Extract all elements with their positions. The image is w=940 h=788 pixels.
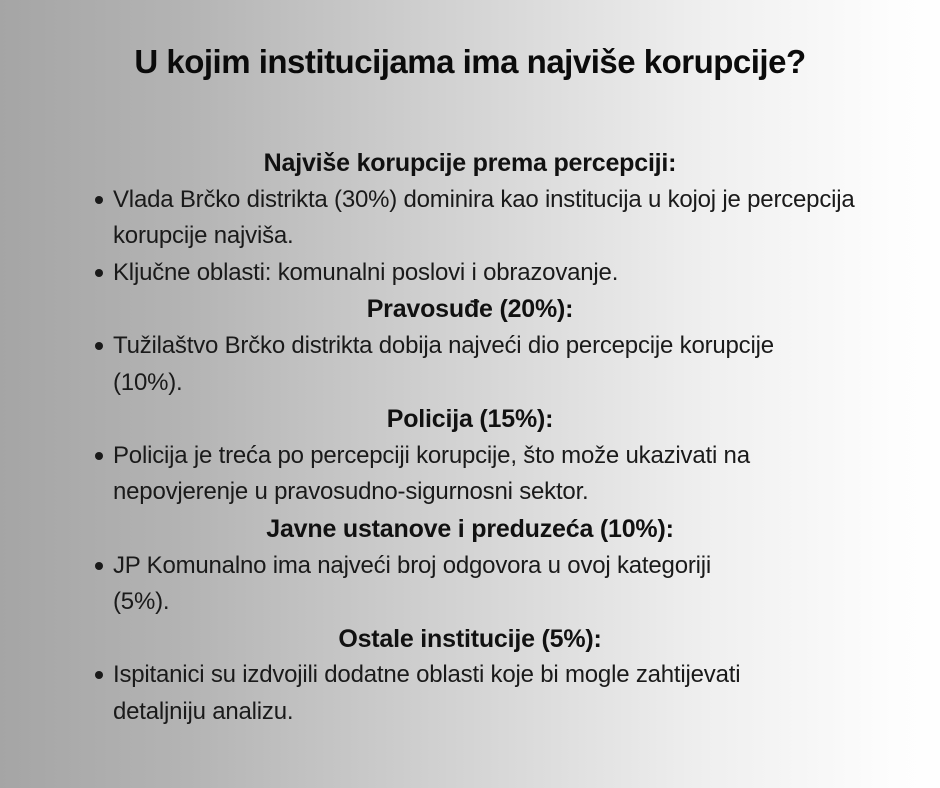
section-heading: Najviše korupcije prema percepciji: bbox=[263, 149, 677, 177]
bullet-marker bbox=[95, 341, 103, 350]
bullet-item: Ispitanici su izdvojili dodatne oblasti … bbox=[95, 657, 770, 730]
bullet-item: JP Komunalno ima najveći broj odgovora u… bbox=[95, 548, 763, 621]
bullet-list: Policija je treća po percepciji korupcij… bbox=[0, 438, 940, 511]
section-heading: Policija (15%): bbox=[386, 405, 554, 434]
bullet-item: Ključne oblasti: komunalni poslovi i obr… bbox=[95, 255, 890, 292]
page-title: U kojim institucijama ima najviše korupc… bbox=[134, 43, 806, 80]
bullet-marker bbox=[95, 268, 103, 277]
content: Najviše korupcije prema percepciji: Vlad… bbox=[0, 145, 940, 731]
bullet-list: Vlada Brčko distrikta (30%) dominira kao… bbox=[0, 182, 940, 292]
bullet-text: Policija je treća po percepciji korupcij… bbox=[113, 441, 750, 506]
section-pravosudje: Pravosuđe (20%): Tužilaštvo Brčko distri… bbox=[0, 291, 940, 401]
section-javne-ustanove: Javne ustanove i preduzeća (10%): JP Kom… bbox=[0, 511, 940, 621]
bullet-text: Tužilaštvo Brčko distrikta dobija najveć… bbox=[113, 331, 774, 396]
bullet-text: Vlada Brčko distrikta (30%) dominira kao… bbox=[113, 185, 855, 250]
bullet-list: Ispitanici su izdvojili dodatne oblasti … bbox=[0, 657, 940, 730]
bullet-marker bbox=[95, 561, 103, 570]
section-ostale: Ostale institucije (5%): Ispitanici su i… bbox=[0, 621, 940, 731]
bullet-marker bbox=[95, 451, 103, 460]
bullet-text: Ispitanici su izdvojili dodatne oblasti … bbox=[113, 661, 741, 725]
section-heading: Ostale institucije (5%): bbox=[338, 624, 602, 653]
bullet-text: Ključne oblasti: komunalni poslovi i obr… bbox=[113, 258, 619, 286]
bullet-marker bbox=[95, 671, 103, 680]
section-percepcija: Najviše korupcije prema percepciji: Vlad… bbox=[0, 145, 940, 291]
section-heading: Pravosuđe (20%): bbox=[366, 295, 574, 324]
bullet-marker bbox=[95, 195, 103, 204]
bullet-list: JP Komunalno ima najveći broj odgovora u… bbox=[0, 548, 940, 621]
bullet-item: Tužilaštvo Brčko distrikta dobija najveć… bbox=[95, 328, 818, 401]
section-heading: Javne ustanove i preduzeća (10%): bbox=[266, 514, 674, 543]
bullet-item: Policija je treća po percepciji korupcij… bbox=[95, 438, 818, 511]
section-policija: Policija (15%): Policija je treća po per… bbox=[0, 401, 940, 511]
bullet-text: JP Komunalno ima najveći broj odgovora u… bbox=[113, 551, 712, 616]
bullet-item: Vlada Brčko distrikta (30%) dominira kao… bbox=[95, 182, 890, 255]
bullet-list: Tužilaštvo Brčko distrikta dobija najveć… bbox=[0, 328, 940, 401]
